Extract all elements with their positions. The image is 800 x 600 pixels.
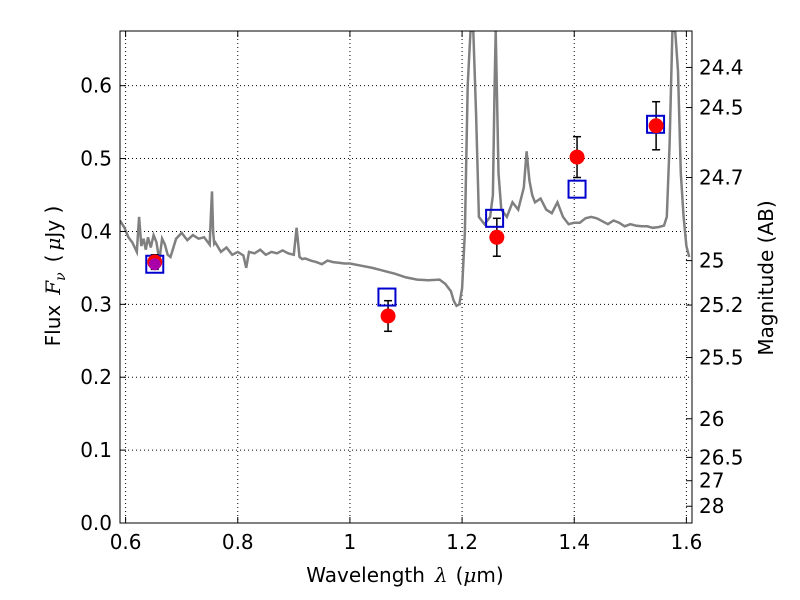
y-axis-ticks: 0.0 0.1 0.2 0.3 0.4 0.5 0.6 xyxy=(80,74,126,535)
y-tick-label: 0.0 xyxy=(80,511,112,535)
x-tick-label: 0.8 xyxy=(222,530,254,554)
y-tick-label: 0.5 xyxy=(80,147,112,171)
magnitude-tick-label: 26.5 xyxy=(699,445,744,469)
y-tick-label: 0.6 xyxy=(80,74,112,98)
y-tick-label: 0.1 xyxy=(80,438,112,462)
magnitude-tick-label: 24.4 xyxy=(699,55,744,79)
overlap-circle-marker xyxy=(148,258,161,271)
x-tick-label: 1.2 xyxy=(446,530,478,554)
error-bars xyxy=(150,100,661,333)
y-tick-label: 0.3 xyxy=(80,292,112,316)
y-axis-label: FluxFν(μJy ) xyxy=(41,206,69,347)
y-tick-label: 0.2 xyxy=(80,365,112,389)
x-axis-label: Wavelength λ (μm) xyxy=(306,563,503,587)
x-tick-label: 1.4 xyxy=(558,530,590,554)
magnitude-tick-label: 27 xyxy=(699,469,724,493)
magnitude-axis-label: Magnitude (AB) xyxy=(754,200,778,355)
magnitude-tick-label: 26 xyxy=(699,407,724,431)
model-square-marker xyxy=(567,179,587,199)
magnitude-tick-label: 25 xyxy=(699,249,724,273)
observed-circle-marker xyxy=(648,118,664,134)
observed-photometry-points xyxy=(147,118,664,324)
observed-circle-marker xyxy=(569,149,585,165)
plot-area xyxy=(120,31,691,333)
spectrum-line xyxy=(120,31,691,308)
x-axis-ticks: 0.6 0.8 1 1.2 1.4 1.6 xyxy=(110,31,702,554)
magnitude-tick-label: 28 xyxy=(699,494,724,518)
observed-circle-marker xyxy=(380,308,396,324)
observed-circle-marker xyxy=(489,229,505,245)
x-tick-label: 0.6 xyxy=(110,530,142,554)
magnitude-tick-label: 25.5 xyxy=(699,346,744,370)
magnitude-tick-label: 24.5 xyxy=(699,96,744,120)
magnitude-tick-label: 24.7 xyxy=(699,166,744,190)
model-square-marker xyxy=(485,208,505,228)
magnitude-tick-label: 25.2 xyxy=(699,293,744,317)
x-tick-label: 1 xyxy=(344,530,357,554)
plot-frame xyxy=(119,30,693,524)
x-tick-label: 1.6 xyxy=(670,530,702,554)
overlap-points xyxy=(148,258,161,271)
y-tick-label: 0.4 xyxy=(80,219,112,243)
model-square-marker xyxy=(377,287,397,307)
